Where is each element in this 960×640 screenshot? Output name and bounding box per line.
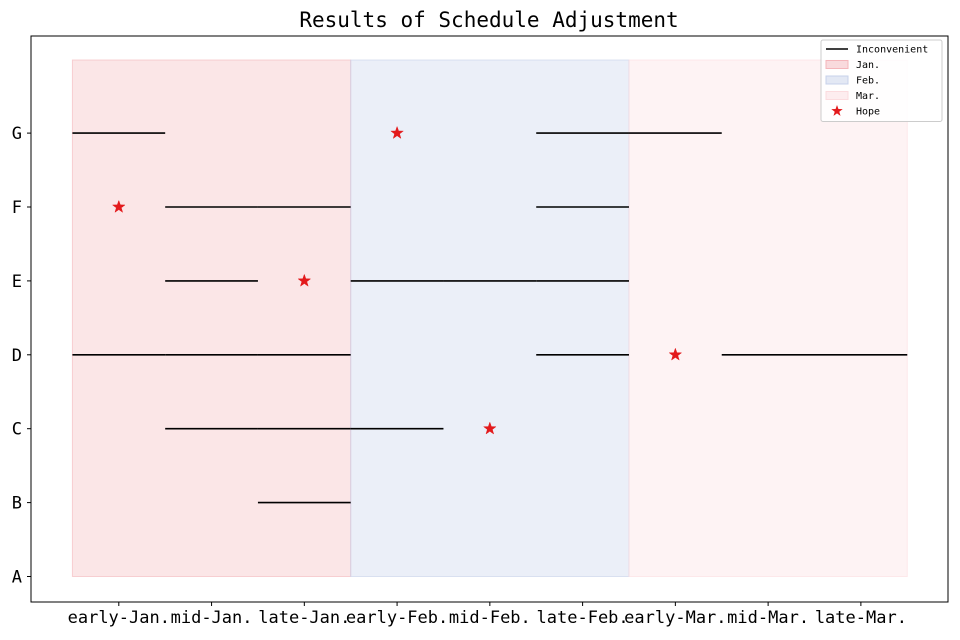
legend-label-jan: Jan.: [856, 60, 880, 71]
x-tick-label-late-feb: late-Feb.: [537, 608, 629, 628]
legend-label-feb: Feb.: [856, 76, 880, 87]
y-axis: A B C D E F G: [12, 124, 31, 588]
month-band-mar: [628, 59, 908, 577]
y-tick-label-d: D: [12, 346, 22, 366]
hope-e: [297, 273, 312, 287]
hope-markers: [111, 125, 683, 435]
y-tick-label-g: G: [12, 124, 22, 144]
hope-c: [482, 421, 497, 435]
x-tick-label-late-mar: late-Mar.: [815, 608, 907, 628]
y-tick-label-c: C: [12, 420, 22, 440]
chart-title: Results of Schedule Adjustment: [299, 8, 678, 32]
inconvenient-lines: [72, 132, 908, 504]
x-tick-label-mid-mar: mid-Mar.: [727, 608, 809, 628]
legend-swatch-mar: [825, 91, 849, 100]
hope-g: [390, 125, 404, 139]
y-tick-label-e: E: [12, 272, 22, 292]
month-bands: [71, 59, 908, 577]
x-tick-label-mid-feb: mid-Feb.: [449, 608, 531, 628]
x-tick-label-mid-jan: mid-Jan.: [171, 608, 253, 628]
y-tick-label-f: F: [12, 198, 22, 218]
x-tick-label-early-jan: early-Jan.: [68, 608, 170, 628]
month-band-jan: [71, 59, 352, 577]
x-tick-label-early-mar: early-Mar.: [624, 608, 726, 628]
y-tick-label-b: B: [12, 494, 22, 514]
legend-label-inconvenient: Inconvenient: [856, 45, 928, 56]
legend-label-mar: Mar.: [856, 91, 880, 102]
legend-label-hope: Hope: [856, 107, 880, 118]
y-tick-label-a: A: [12, 568, 22, 588]
legend-box: [820, 39, 943, 122]
x-axis: early-Jan. mid-Jan. late-Jan.early-Feb. mid…: [68, 602, 907, 628]
legend-swatch-jan: [825, 60, 849, 69]
x-tick-label-late-jan: late-Jan.: [258, 608, 350, 628]
hope-f: [111, 199, 126, 213]
legend-swatch-feb: [825, 75, 849, 85]
x-tick-label-early-feb: early-Feb.: [346, 608, 448, 628]
legend: Inconvenient Jan. Feb. Mar. Hope: [820, 39, 943, 122]
hope-d: [668, 347, 683, 361]
legend-swatch-hope: [831, 105, 843, 116]
month-band-feb: [350, 59, 630, 577]
